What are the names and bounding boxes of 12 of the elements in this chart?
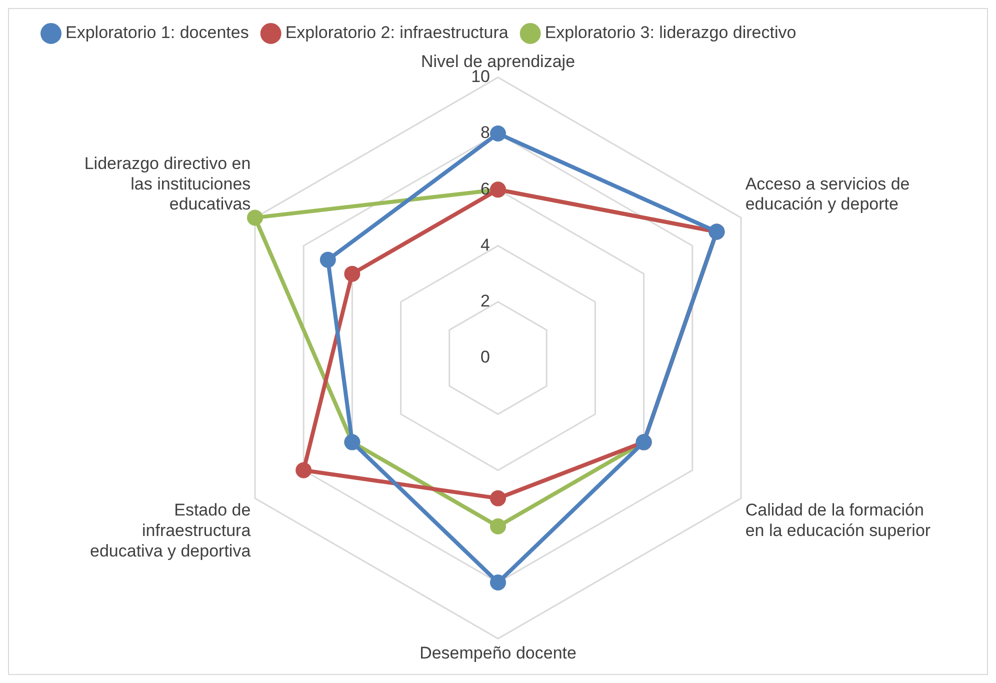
spoke-label: Estado de infraestructura educativa y deportiva: [90, 500, 252, 560]
legend-label: Exploratorio 2: infraestructura: [285, 23, 509, 42]
spoke-label: Acceso a servicios de educación y deporte: [745, 174, 910, 214]
y-tick-label: 0: [480, 348, 490, 367]
spoke-label: Desempeño docente: [420, 643, 576, 662]
legend-label: Exploratorio 1: docentes: [66, 23, 249, 42]
y-tick-label: 2: [480, 292, 490, 311]
y-tick-label: 4: [480, 235, 490, 254]
legend-label: Exploratorio 3: liderazgo directivo: [544, 23, 796, 42]
spoke-label: Calidad de la formación en la educación superior: [745, 500, 931, 540]
spoke-label: Liderazgo directivo en las instituciones educativas: [84, 154, 251, 214]
y-tick-label: 8: [480, 123, 490, 142]
